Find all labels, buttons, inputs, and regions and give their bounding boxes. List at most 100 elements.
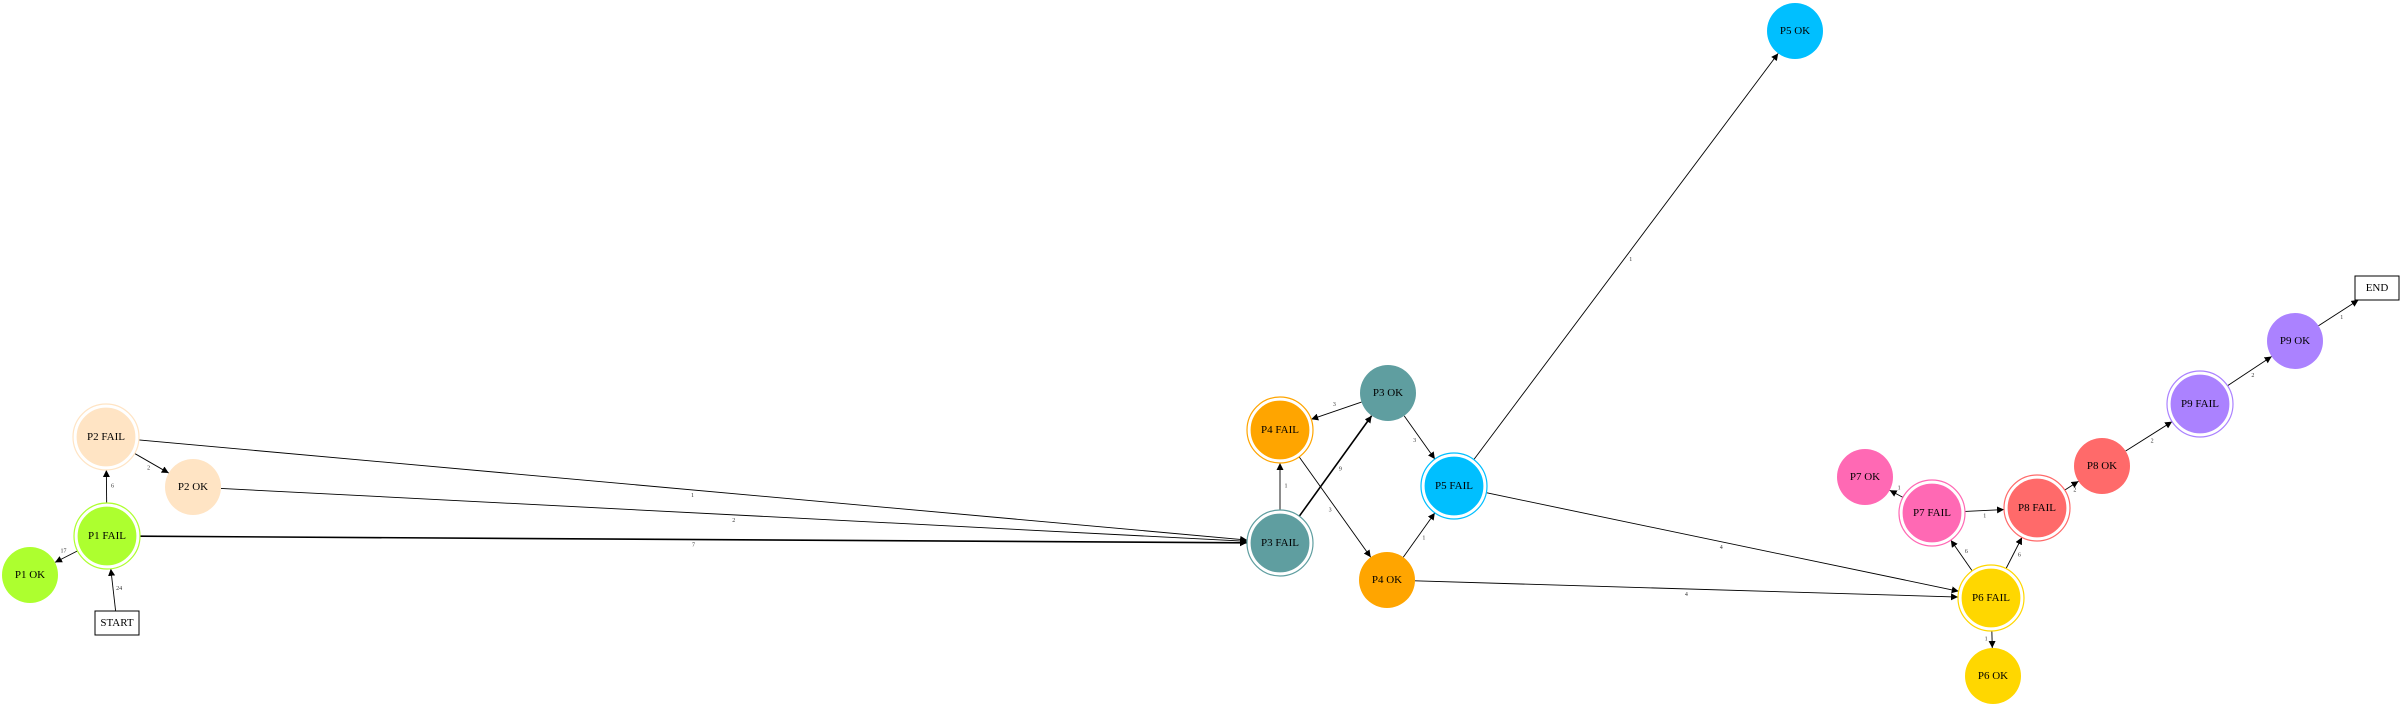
node-p1ok[interactable]: P1 OK [2,547,58,603]
edge-line [1403,415,1436,460]
edge-label: 3 [1333,402,1336,408]
end-label: END [2366,282,2389,294]
node-label: P8 OK [2087,460,2117,472]
node-circle [165,459,221,515]
node-circle [2,547,58,603]
node-p9fail[interactable]: P9 FAIL [2166,370,2234,438]
edge-p3fail-to-p3ok: 9 [1298,415,1373,517]
node-label: P7 OK [1850,471,1880,483]
node-label: P4 FAIL [1261,424,1299,436]
edge-p2ok-to-p3fail: 2 [220,487,1248,545]
edge-line [1964,506,2005,514]
edge-p4ok-to-p6fail: 4 [1414,580,1959,601]
node-p9ok[interactable]: P9 OK [2267,313,2323,369]
edge-label: 6 [1965,549,1968,555]
edge-label: 3 [1413,438,1416,444]
edge-label: 2 [2251,373,2254,379]
edge-line [2227,356,2272,387]
edge-label: 2 [2073,488,2076,494]
node-p3ok[interactable]: P3 OK [1360,365,1416,421]
edge-label: 4 [1685,592,1688,598]
edge-p3ok-to-p4fail: 3 [1311,401,1362,421]
edge-label: 1 [1422,536,1425,542]
node-outer-ring [1420,452,1488,520]
edge-line [54,550,78,563]
node-circle [1359,552,1415,608]
start-rect [94,610,140,636]
node-label: P3 OK [1373,387,1403,399]
node-outer-ring [1246,509,1314,577]
node-p2fail[interactable]: P2 FAIL [72,403,140,471]
node-label: P5 FAIL [1435,480,1473,492]
node-outer-ring [73,502,141,570]
node-p1fail[interactable]: P1 FAIL [73,502,141,570]
node-circle [75,406,137,468]
node-label: P3 FAIL [1261,537,1299,549]
node-p7fail[interactable]: P7 FAIL [1898,479,1966,547]
edges: 24 17 6 7 2 1 2 9 1 3 3 3 1 4 1 4 1 6 6 1 1 2 2 2 1 [54,53,2359,649]
edge-label: 9 [1339,466,1342,472]
edge-p2fail-to-p3fail: 1 [138,439,1248,543]
edge-line [1486,492,1959,594]
node-outer-ring [1898,479,1966,547]
edge-p1fail-to-p2fail: 6 [102,469,114,504]
node-label: P6 OK [1978,670,2008,682]
node-outer-ring [1246,396,1314,464]
edge-label: 17 [61,548,67,554]
edge-p9ok-to-end: 1 [2318,299,2359,327]
edge-p4ok-to-p5fail: 1 [1402,512,1436,558]
node-p4fail[interactable]: P4 FAIL [1246,396,1314,464]
node-circle [76,505,138,567]
node-p5fail[interactable]: P5 FAIL [1420,452,1488,520]
edge-label: 2 [732,518,735,524]
nodes: P1 FAIL P1 OK P2 FAIL P2 OK P3 FAIL P3 OK P4 F… [2,3,2400,704]
edge-label: 1 [1629,257,1632,263]
edge-label: 2 [2151,438,2154,444]
node-p8fail[interactable]: P8 FAIL [2003,474,2071,542]
edge-line [220,487,1248,545]
node-circle [2074,438,2130,494]
edge-p7fail-to-p7ok: 1 [1889,486,1904,498]
edge-line [1473,53,1779,460]
node-circle [2267,313,2323,369]
edge-p5fail-to-p5ok: 1 [1473,53,1779,460]
node-circle [2006,477,2068,539]
edge-label: 1 [1983,513,1986,519]
edge-line [1298,456,1372,558]
node-p3fail[interactable]: P3 FAIL [1246,509,1314,577]
edge-p9fail-to-p9ok: 2 [2227,356,2272,387]
edge-p6fail-to-p6ok: 1 [1985,630,1996,649]
node-outer-ring [1957,564,2025,632]
node-p5ok[interactable]: P5 OK [1767,3,1823,59]
node-label: P2 FAIL [87,431,125,443]
start-box[interactable]: START [94,610,140,636]
edge-line [1311,401,1362,421]
edge-line [134,453,169,474]
node-p4ok[interactable]: P4 OK [1359,552,1415,608]
node-label: P9 FAIL [2181,398,2219,410]
end-rect [2354,275,2400,301]
edge-line [2005,537,2023,569]
node-p2ok[interactable]: P2 OK [165,459,221,515]
node-label: P1 FAIL [88,530,126,542]
node-p6fail[interactable]: P6 FAIL [1957,564,2025,632]
node-p8ok[interactable]: P8 OK [2074,438,2130,494]
node-outer-ring [2003,474,2071,542]
node-label: P7 FAIL [1913,507,1951,519]
node-p7ok[interactable]: P7 OK [1837,449,1893,505]
edge-label: 3 [1329,508,1332,514]
node-circle [1965,648,2021,704]
edge-label: 24 [116,586,122,592]
edge-line [108,568,117,612]
node-circle [1837,449,1893,505]
node-circle [1249,512,1311,574]
edge-label: 1 [1898,486,1901,492]
edge-label: 6 [111,483,114,489]
edge-p3ok-to-p5fail: 3 [1403,415,1436,460]
edge-label: 1 [2340,315,2343,321]
edge-p8ok-to-p9fail: 2 [2125,421,2173,452]
node-p6ok[interactable]: P6 OK [1965,648,2021,704]
end-box[interactable]: END [2354,275,2400,301]
edge-line [2064,480,2079,491]
